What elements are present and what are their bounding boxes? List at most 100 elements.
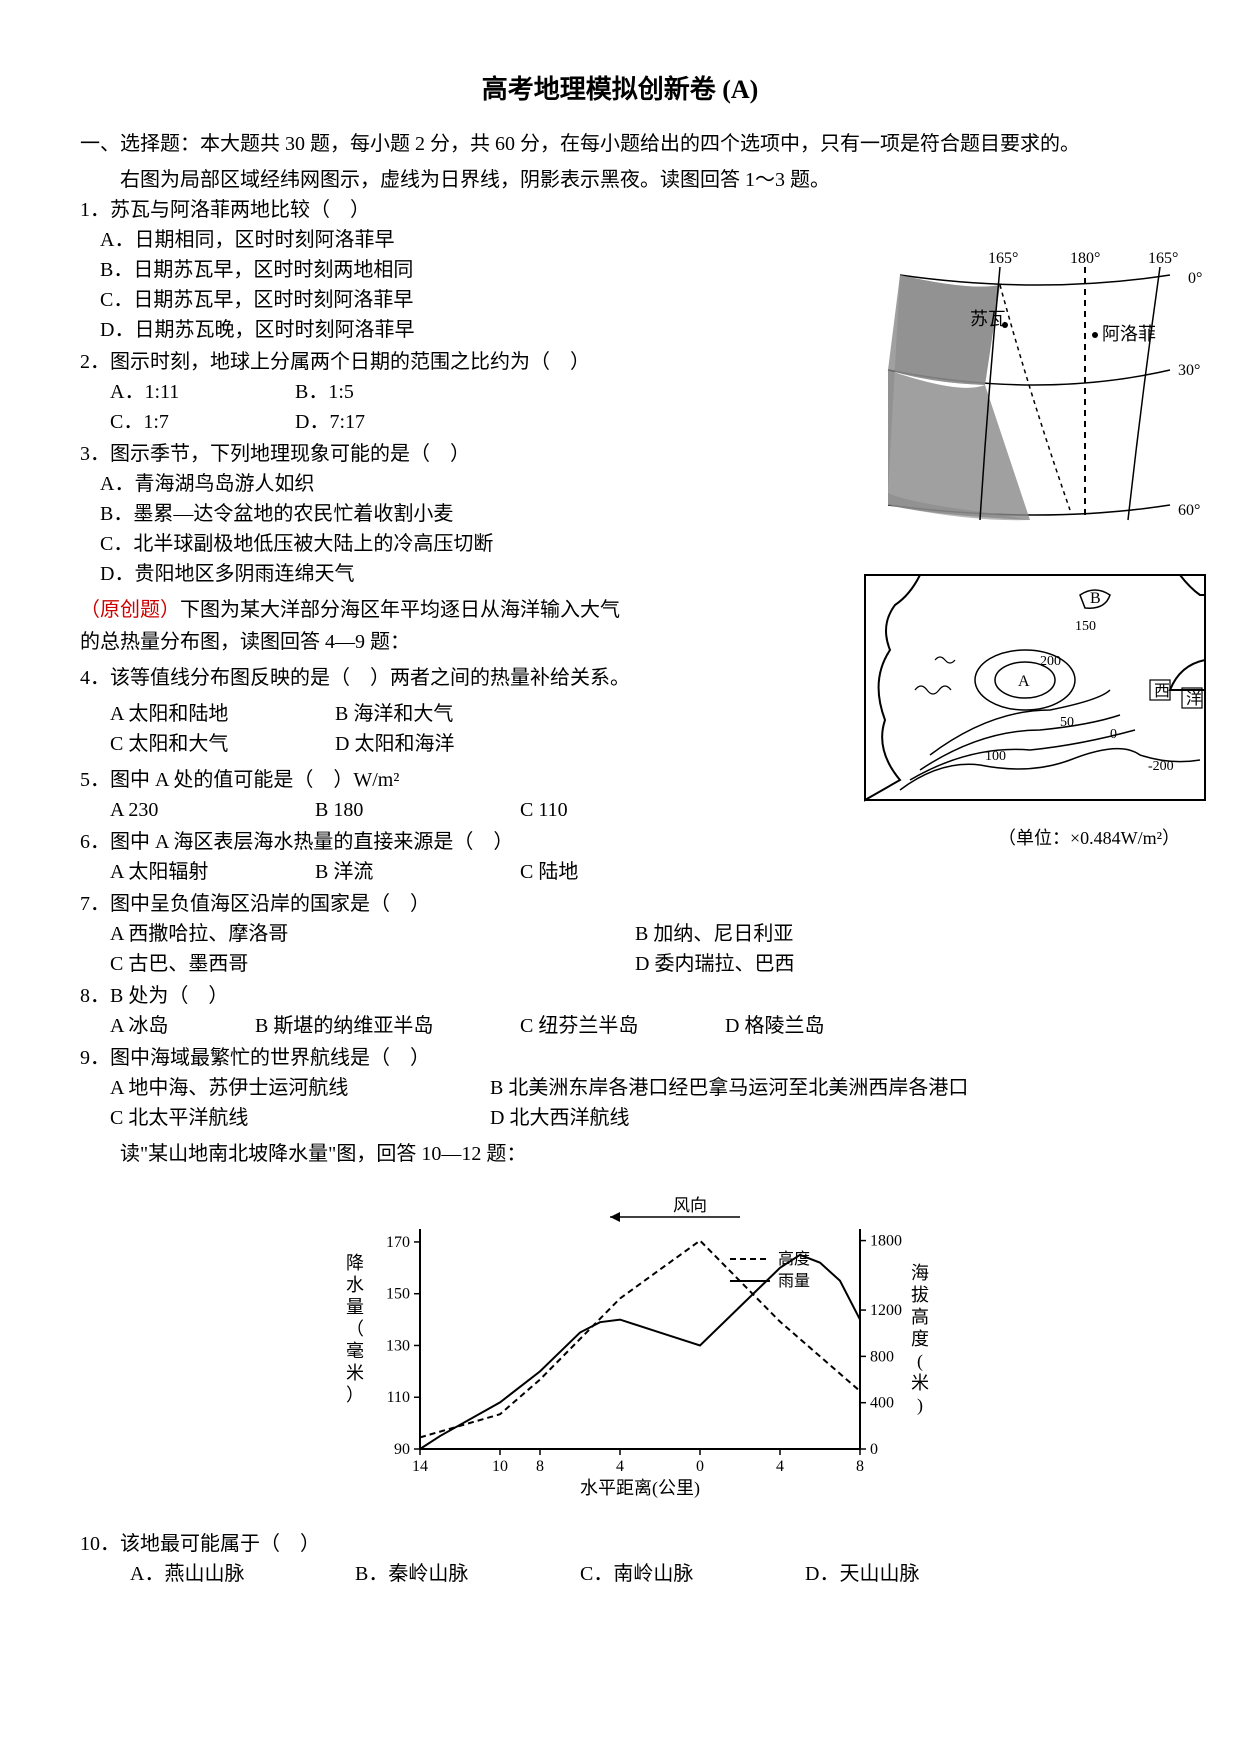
svg-text:量: 量 (346, 1297, 364, 1317)
q10: 10．该地最可能属于（ ） A．燕山山脉 B．秦岭山脉 C．南岭山脉 D．天山山… (80, 1529, 1160, 1589)
q7: 7．图中呈负值海区沿岸的国家是（ ） A 西撒哈拉、摩洛哥 B 加纳、尼日利亚 … (80, 889, 1160, 979)
svg-text:）: ） (346, 1385, 364, 1405)
map-heat-flux: B -200 0 50 100 150 A 200 西 洋 (860, 565, 1210, 815)
lat-label: 0° (1188, 270, 1202, 287)
svg-text:海: 海 (911, 1263, 929, 1283)
q6-stem: 图中 A 海区表层海水热量的直接来源是（ ） (110, 831, 513, 853)
intro2-text1: 下图为某大洋部分海区年平均逐日从海洋输入大气 (180, 599, 620, 621)
q3-opt-b: B．墨累—达令盆地的农民忙着收割小麦 (100, 499, 760, 529)
q4-opt-b: B 海洋和大气 (335, 699, 555, 729)
q8-opt-a: A 冰岛 (110, 1011, 250, 1041)
q4-stem: 该等值线分布图反映的是（ ）两者之间的热量补给关系。 (110, 667, 630, 689)
q4-opt-a: A 太阳和陆地 (110, 699, 330, 729)
svg-text:1200: 1200 (870, 1302, 902, 1319)
q7-opt-a: A 西撒哈拉、摩洛哥 (110, 919, 635, 949)
q2-stem: 图示时刻，地球上分属两个日期的范围之比约为（ ） (110, 351, 590, 373)
contour-label: 50 (1060, 715, 1074, 730)
q9-opt-c: C 北太平洋航线 (110, 1103, 490, 1133)
heat-label-b: B (1090, 590, 1101, 607)
q10-opt-b: B．秦岭山脉 (355, 1559, 575, 1589)
point-b-label: 阿洛菲 (1102, 324, 1156, 344)
svg-text:130: 130 (386, 1337, 410, 1354)
svg-text:米: 米 (911, 1373, 929, 1393)
q2-opt-a: A．1:11 (110, 377, 290, 407)
q2-opt-c: C．1:7 (110, 407, 290, 437)
q9-opt-d: D 北大西洋航线 (490, 1103, 1160, 1133)
q8-stem: B 处为（ ） (110, 985, 228, 1007)
lon-label: 180° (1070, 250, 1100, 267)
svg-text:雨量: 雨量 (778, 1273, 810, 1290)
svg-text:风向: 风向 (673, 1196, 707, 1215)
svg-text:（: （ (346, 1319, 364, 1339)
q8-opt-d: D 格陵兰岛 (725, 1011, 905, 1041)
q5-opt-b: B 180 (315, 795, 515, 825)
section1-header: 一、选择题：本大题共 30 题，每小题 2 分，共 60 分，在每小题给出的四个… (80, 129, 1160, 159)
q8-opt-c: C 纽芬兰半岛 (520, 1011, 720, 1041)
q5-stem: 图中 A 处的值可能是（ ）W/m² (110, 769, 399, 791)
q9-opt-b: B 北美洲东岸各港口经巴拿马运河至北美洲西岸各港口 (490, 1073, 1160, 1103)
svg-text:10: 10 (492, 1458, 508, 1475)
point-a-label: 苏瓦 (970, 309, 1006, 329)
svg-text:1800: 1800 (870, 1233, 902, 1250)
q1-opt-a: A．日期相同，区时时刻阿洛菲早 (100, 225, 760, 255)
intro-3: 读"某山地南北坡降水量"图，回答 10—12 题： (80, 1139, 1160, 1169)
q3-stem: 图示季节，下列地理现象可能的是（ ） (110, 443, 470, 465)
intro-2: （原创题）下图为某大洋部分海区年平均逐日从海洋输入大气 (80, 595, 760, 625)
q1: 1．苏瓦与阿洛菲两地比较（ ） A．日期相同，区时时刻阿洛菲早 B．日期苏瓦早，… (80, 195, 760, 345)
q5-opt-c: C 110 (520, 795, 670, 825)
svg-text:水平距离(公里): 水平距离(公里) (580, 1478, 700, 1499)
lat-label: 60° (1178, 502, 1200, 519)
ocean-char: 洋 (1186, 690, 1202, 708)
svg-text:毫: 毫 (346, 1341, 364, 1361)
contour-label: 0 (1110, 727, 1117, 742)
q10-opt-a: A．燕山山脉 (130, 1559, 350, 1589)
q10-stem: 该地最可能属于（ ） (120, 1533, 320, 1555)
q10-opt-c: C．南岭山脉 (580, 1559, 800, 1589)
q4-opt-c: C 太阳和大气 (110, 729, 330, 759)
svg-text:8: 8 (536, 1458, 544, 1475)
q6: 6．图中 A 海区表层海水热量的直接来源是（ ） A 太阳辐射 B 洋流 C 陆… (80, 827, 760, 887)
svg-text:): ) (917, 1395, 923, 1416)
page-title: 高考地理模拟创新卷 (A) (80, 70, 1160, 109)
svg-text:90: 90 (394, 1441, 410, 1458)
svg-text:度: 度 (911, 1329, 929, 1349)
q3-opt-d: D．贵阳地区多阴雨连绵天气 (100, 559, 760, 589)
contour-label: -200 (1148, 759, 1174, 774)
q1-opt-c: C．日期苏瓦早，区时时刻阿洛菲早 (100, 285, 760, 315)
svg-text:110: 110 (387, 1389, 410, 1406)
q8-opt-b: B 斯堪的纳维亚半岛 (255, 1011, 515, 1041)
q6-opt-c: C 陆地 (520, 857, 670, 887)
q1-opt-d: D．日期苏瓦晚，区时时刻阿洛菲早 (100, 315, 760, 345)
svg-text:0: 0 (696, 1458, 704, 1475)
rain-chart: 90110130150170040080012001800141084048水平… (300, 1189, 940, 1499)
intro-1: 右图为局部区域经纬网图示，虚线为日界线，阴影表示黑夜。读图回答 1～3 题。 (80, 165, 1160, 195)
q1-stem: 苏瓦与阿洛菲两地比较（ ） (110, 199, 370, 221)
q10-opt-d: D．天山山脉 (805, 1559, 1005, 1589)
q5-opt-a: A 230 (110, 795, 310, 825)
lon-label: 165° (1148, 250, 1178, 267)
intro-2-line2: 的总热量分布图，读图回答 4—9 题： (80, 627, 760, 657)
svg-text:150: 150 (386, 1286, 410, 1303)
q5: 5．图中 A 处的值可能是（ ）W/m² A 230 B 180 C 110 (80, 765, 760, 825)
heat-label-a: A (1018, 673, 1030, 690)
svg-text:降: 降 (346, 1253, 364, 1273)
svg-text:水: 水 (346, 1275, 364, 1295)
heat-map-caption: （单位：×0.484W/m²） (998, 825, 1180, 852)
svg-text:米: 米 (346, 1363, 364, 1383)
svg-text:8: 8 (856, 1458, 864, 1475)
svg-text:800: 800 (870, 1348, 894, 1365)
svg-text:4: 4 (616, 1458, 624, 1475)
svg-text:170: 170 (386, 1234, 410, 1251)
q1-opt-b: B．日期苏瓦早，区时时刻两地相同 (100, 255, 760, 285)
lat-label: 30° (1178, 362, 1200, 379)
q9-stem: 图中海域最繁忙的世界航线是（ ） (110, 1047, 430, 1069)
q9-opt-a: A 地中海、苏伊士运河航线 (110, 1073, 490, 1103)
q3-opt-c: C．北半球副极地低压被大陆上的冷高压切断 (100, 529, 760, 559)
q3-opt-a: A．青海湖鸟岛游人如织 (100, 469, 760, 499)
svg-text:(: ( (917, 1351, 923, 1372)
q7-opt-c: C 古巴、墨西哥 (110, 949, 635, 979)
svg-text:拔: 拔 (911, 1285, 929, 1305)
q2-opt-b: B．1:5 (295, 377, 475, 407)
ocean-char: 西 (1154, 683, 1170, 700)
q2: 2．图示时刻，地球上分属两个日期的范围之比约为（ ） A．1:11 B．1:5 … (80, 347, 760, 437)
